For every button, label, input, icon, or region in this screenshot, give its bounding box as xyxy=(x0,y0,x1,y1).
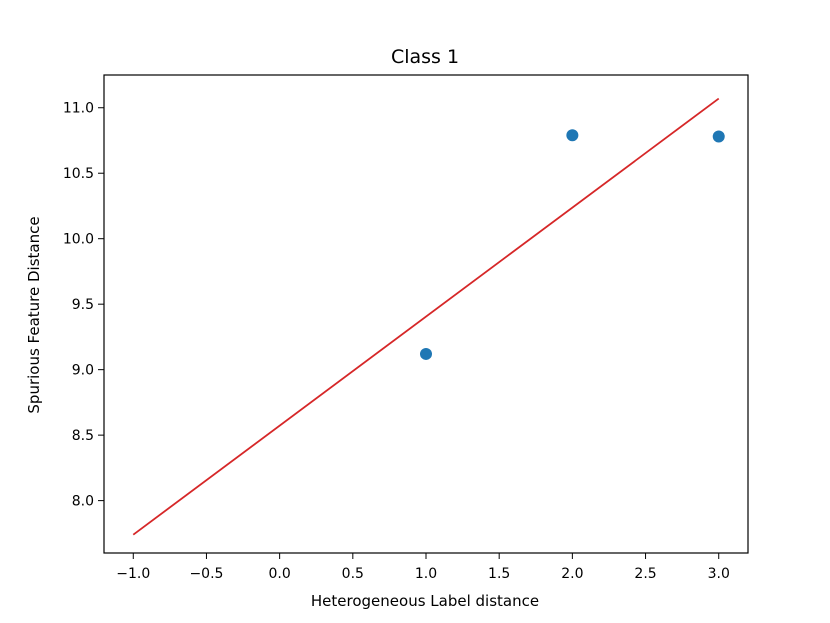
y-tick-label: 10.5 xyxy=(63,166,94,182)
y-tick-label: 8.0 xyxy=(72,494,94,510)
y-tick-label: 9.5 xyxy=(72,297,94,313)
x-tick-label: 2.0 xyxy=(561,566,583,582)
plot-frame xyxy=(103,74,749,554)
x-tick-label: 1.0 xyxy=(415,566,437,582)
y-tick-label: 9.0 xyxy=(72,363,94,379)
y-tick-label: 8.5 xyxy=(72,428,94,444)
data-point xyxy=(712,130,725,143)
y-tick-label: 10.0 xyxy=(63,232,94,248)
data-point xyxy=(566,129,579,142)
y-axis-label: Spurious Feature Distance xyxy=(25,216,43,413)
x-tick-label: 0.5 xyxy=(342,566,364,582)
x-tick-label: 0.0 xyxy=(269,566,291,582)
x-tick-label: 3.0 xyxy=(708,566,730,582)
x-tick-label: −0.5 xyxy=(189,566,223,582)
x-tick-label: 2.5 xyxy=(634,566,656,582)
plot-area xyxy=(132,97,725,536)
x-axis-label: Heterogeneous Label distance xyxy=(311,592,539,610)
x-tick-label: 1.5 xyxy=(488,566,510,582)
x-axis: −1.0 −0.5 0.0 0.5 1.0 1.5 2.0 2.5 3.0 xyxy=(116,553,730,582)
x-tick-label: −1.0 xyxy=(116,566,150,582)
y-tick-label: 11.0 xyxy=(63,101,94,117)
regression-line xyxy=(132,97,720,536)
chart-title: Class 1 xyxy=(391,46,459,68)
y-axis: 8.0 8.5 9.0 9.5 10.0 10.5 11.0 xyxy=(63,101,104,510)
data-point xyxy=(420,347,432,360)
